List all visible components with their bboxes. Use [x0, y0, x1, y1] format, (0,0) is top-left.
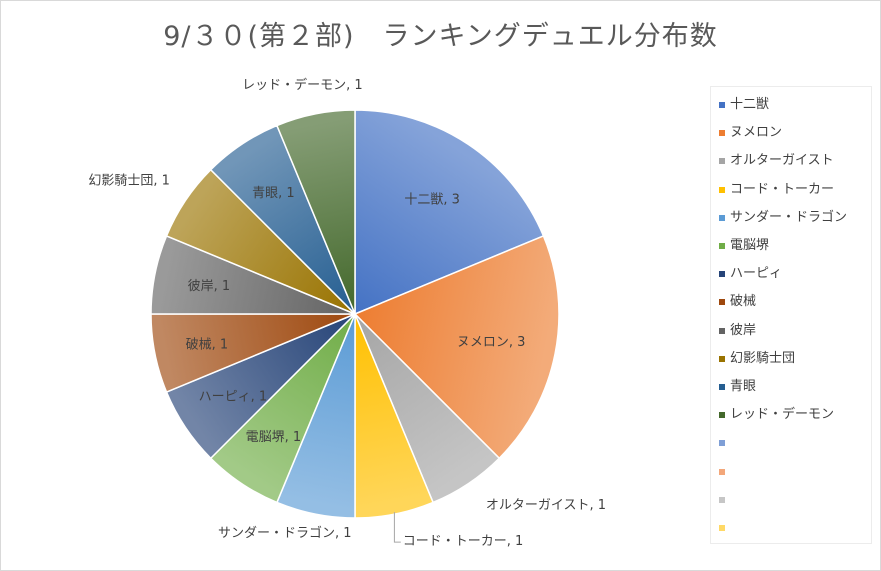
data-label-4: サンダー・ドラゴン, 1 [218, 525, 352, 541]
legend-item: 十二獣 [711, 95, 871, 115]
legend-swatch [719, 327, 725, 334]
legend-label: 電脳堺 [730, 238, 770, 253]
legend-label: ハーピィ [730, 266, 783, 282]
legend-item: 彼岸 [711, 321, 871, 341]
legend-swatch [719, 214, 725, 221]
legend-label: レッド・デーモン [730, 407, 835, 423]
data-label-8: 彼岸, 1 [188, 279, 231, 294]
legend-swatch [719, 496, 725, 503]
legend-label: 彼岸 [730, 322, 757, 338]
slice-1 [353, 234, 560, 460]
legend-item: オルターガイスト [711, 151, 871, 171]
legend-swatch [719, 243, 725, 249]
slice-0 [354, 109, 545, 316]
data-label-0: 十二獣, 3 [404, 193, 460, 208]
legend-swatch [719, 130, 725, 137]
data-label-2: オルターガイスト, 1 [486, 498, 606, 513]
legend-item: 青眼 [711, 377, 871, 397]
legend-item [711, 462, 871, 482]
leader-line-3 [393, 512, 401, 543]
legend-item: レッド・デーモン [711, 405, 871, 425]
legend-swatch [719, 525, 725, 531]
legend-item [711, 433, 871, 453]
legend-label: 青眼 [730, 379, 757, 394]
legend-item: ヌメロン [711, 123, 871, 143]
data-label-1: ヌメロン, 3 [457, 335, 526, 350]
data-label-5: 電脳堺, 1 [246, 430, 302, 445]
legend-label: 十二獣 [730, 97, 770, 112]
legend-swatch [719, 412, 725, 419]
legend-label: サンダー・ドラゴン [730, 209, 848, 225]
legend-item: 電脳堺 [711, 236, 871, 256]
legend-item [711, 490, 871, 510]
legend-item: サンダー・ドラゴン [711, 208, 871, 228]
legend-item: コード・トーカー [711, 180, 871, 200]
legend-swatch [719, 299, 725, 306]
legend-swatch [719, 102, 725, 108]
legend-label: ヌメロン [730, 125, 783, 141]
legend-item: ハーピィ [711, 264, 871, 284]
legend-label: 破械 [730, 294, 757, 310]
legend-swatch [719, 158, 725, 165]
data-label-3: コード・トーカー, 1 [403, 534, 524, 549]
data-label-10: 青眼, 1 [252, 186, 295, 201]
legend-swatch [719, 468, 725, 475]
legend-label: 幻影騎士団 [730, 350, 796, 366]
chart-title: 9/３０(第２部) ランキングデュエル分布数 [163, 21, 718, 52]
legend-swatch [719, 355, 725, 362]
chart-legend: 十二獣ヌメロンオルターガイスト コード・トーカー サンダー・ドラゴン 電脳堺ハーピィ破… [710, 86, 872, 544]
data-label-6: ハーピィ, 1 [199, 390, 268, 405]
legend-swatch [719, 271, 725, 278]
data-label-7: 破械, 1 [186, 338, 229, 353]
data-label-9: 幻影騎士団, 1 [88, 174, 170, 189]
data-label-11: レッド・デーモン, 1 [242, 77, 363, 93]
legend-swatch [719, 384, 725, 390]
legend-item: 破械 [711, 292, 871, 312]
legend-item [711, 518, 871, 538]
legend-swatch [719, 440, 725, 447]
legend-label: オルターガイスト [730, 153, 834, 169]
slice-11 [275, 109, 356, 315]
legend-swatch [719, 186, 725, 193]
legend-label: コード・トーカー [730, 181, 835, 197]
legend-item: 幻影騎士団 [711, 349, 871, 369]
